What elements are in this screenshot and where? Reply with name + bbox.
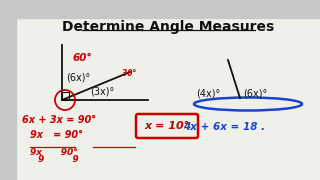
Text: 9x   = 90°: 9x = 90° (30, 130, 83, 140)
Text: (4x)°: (4x)° (196, 88, 220, 98)
Text: 60°: 60° (72, 53, 92, 63)
Text: (6x)°: (6x)° (243, 88, 267, 98)
FancyBboxPatch shape (136, 114, 198, 138)
Text: 9x      90°: 9x 90° (30, 148, 78, 157)
Text: 30°: 30° (122, 69, 136, 78)
Text: 9         9: 9 9 (38, 155, 79, 164)
Text: 6x + 3x = 90°: 6x + 3x = 90° (22, 115, 96, 125)
Text: (3x)°: (3x)° (90, 86, 114, 96)
Bar (0, 0, 320, 18)
Bar (62, 92, 69, 100)
Text: x = 10°: x = 10° (144, 121, 190, 131)
Text: 4x + 6x = 18 .: 4x + 6x = 18 . (183, 122, 265, 132)
Bar (0, 18, 16, 180)
Text: Determine Angle Measures: Determine Angle Measures (62, 20, 274, 34)
Text: (6x)°: (6x)° (66, 72, 90, 82)
